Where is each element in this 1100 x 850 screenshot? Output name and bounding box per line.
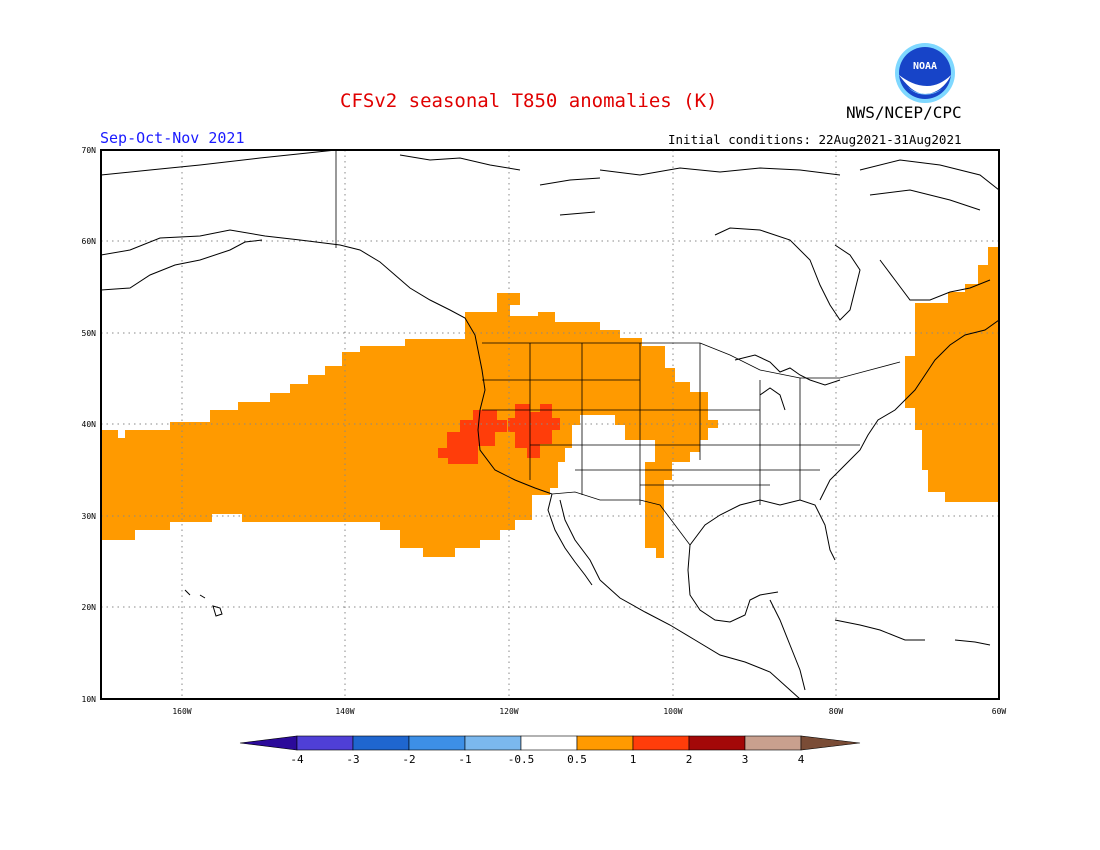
- lon-label: 100W: [663, 707, 682, 716]
- colorbar-tick-label: -3: [346, 753, 359, 766]
- colorbar-bin: [408, 735, 466, 751]
- initial-conditions-label: Initial conditions: 22Aug2021-31Aug2021: [668, 132, 962, 147]
- colorbar-tick-label: 4: [798, 753, 805, 766]
- latitude-axis: 70N 60N 50N 40N 30N 20N 10N: [82, 146, 97, 704]
- colorbar-bin: [576, 735, 634, 751]
- colorbar-bin: [632, 735, 690, 751]
- lat-label: 50N: [82, 329, 97, 338]
- lat-label: 20N: [82, 603, 97, 612]
- anomaly-field: [101, 247, 999, 558]
- noaa-logo-text: NOAA: [913, 61, 937, 72]
- colorbar-bin: [744, 735, 802, 751]
- lon-label: 120W: [499, 707, 518, 716]
- colorbar-bin: [352, 735, 410, 751]
- colorbar-bin: [464, 735, 522, 751]
- lon-label: 60W: [992, 707, 1007, 716]
- colorbar-tick-label: 1: [630, 753, 637, 766]
- lat-label: 70N: [82, 146, 97, 155]
- colorbar-tick-label: -0.5: [508, 753, 535, 766]
- anomaly-region-atlantic: [905, 247, 999, 502]
- map-title-text: CFSv2 seasonal T850 anomalies (K): [340, 90, 718, 112]
- colorbar-tick-label: -2: [402, 753, 415, 766]
- anomaly-region-pacific: [101, 293, 718, 558]
- map-frame: [100, 149, 1000, 700]
- colorbar-tick-label: -1: [458, 753, 471, 766]
- anomaly-region-great-basin: [508, 404, 560, 458]
- lat-label: 10N: [82, 695, 97, 704]
- lon-label: 140W: [335, 707, 354, 716]
- season-label: Sep-Oct-Nov 2021: [100, 129, 245, 147]
- colorbar: -4 -3 -2 -1 -0.5 0.5 1 2 3 4: [239, 735, 861, 766]
- colorbar-bin: [688, 735, 746, 751]
- lat-label: 60N: [82, 237, 97, 246]
- colorbar-bin: [520, 735, 578, 751]
- colorbar-bin: [296, 735, 354, 751]
- longitude-axis: 160W 140W 120W 100W 80W 60W: [172, 707, 1006, 716]
- agency-label: NWS/NCEP/CPC: [846, 103, 962, 122]
- lon-label: 160W: [172, 707, 191, 716]
- lon-label: 80W: [829, 707, 844, 716]
- noaa-logo: NOAA: [895, 43, 955, 103]
- colorbar-tick-label: -4: [290, 753, 304, 766]
- colorbar-tick-label: 2: [686, 753, 693, 766]
- lat-label: 40N: [82, 420, 97, 429]
- coastlines: [101, 150, 999, 699]
- anomaly-region-west-coast: [438, 410, 507, 464]
- colorbar-tick-label: 3: [742, 753, 749, 766]
- lat-label: 30N: [82, 512, 97, 521]
- state-borders: [335, 150, 901, 546]
- colorbar-tick-label: 0.5: [567, 753, 587, 766]
- colorbar-arrow-high: [800, 735, 861, 751]
- colorbar-arrow-low: [239, 735, 298, 751]
